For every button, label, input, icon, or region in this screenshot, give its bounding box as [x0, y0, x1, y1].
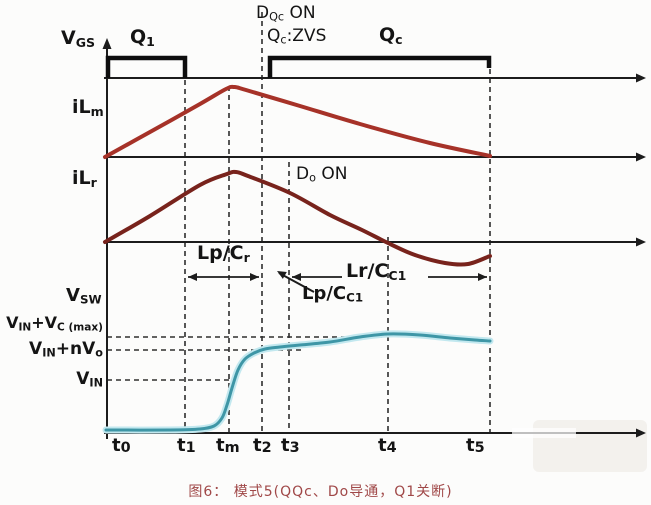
- vin-nvo-level-label: VIN+nVo: [29, 339, 103, 360]
- vin-vcmax-level-label: VIN+VC (max): [6, 313, 103, 334]
- vgs-axis-label: VGS: [61, 27, 96, 50]
- dqc-on-label: DQc ON: [256, 3, 316, 24]
- lr-cc1-interval-label: Lr/CC1: [346, 260, 407, 283]
- tick-t3: t3: [281, 435, 300, 457]
- vin-level-label: VIN: [76, 369, 103, 390]
- ilr-axis-label: iLr: [72, 167, 97, 190]
- lp-cc1-interval-label: Lp/CC1: [302, 283, 364, 305]
- ilm-axis-label: iLm: [72, 96, 104, 119]
- tick-t4: t4: [378, 435, 397, 457]
- qc-zvs-label: Qc:ZVS: [267, 26, 327, 47]
- qc-pulse-label: Qc: [379, 24, 403, 47]
- tick-t0: t0: [112, 435, 131, 457]
- tick-tm: tm: [216, 435, 240, 457]
- tick-t5: t5: [466, 435, 485, 457]
- do-on-label: Do ON: [296, 164, 348, 185]
- figure-caption: 图6： 模式5(QQc、Do导通，Q1关断): [188, 484, 453, 500]
- vsw-axis-label: VSW: [66, 285, 102, 307]
- tick-t2: t2: [253, 435, 272, 457]
- lp-cr-interval-label: Lp/Cr: [197, 242, 250, 265]
- q1-pulse-label: Q1: [130, 26, 155, 49]
- tick-t1: t1: [177, 435, 196, 457]
